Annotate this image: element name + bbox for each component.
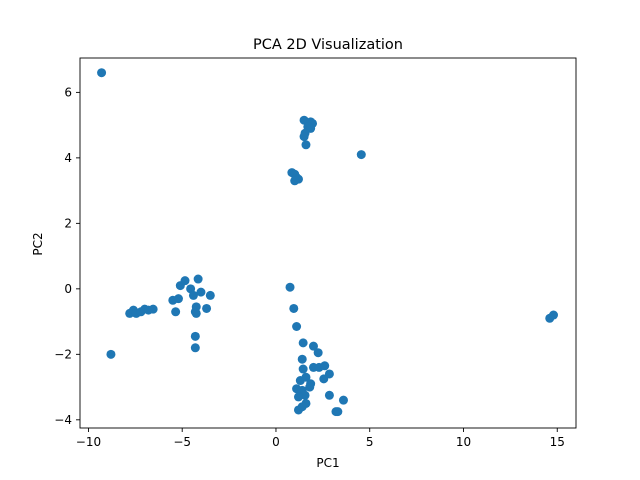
data-point (301, 140, 311, 150)
y-tick-label: −2 (54, 347, 72, 361)
data-point (97, 68, 107, 78)
data-point (290, 176, 300, 186)
data-point (356, 150, 366, 160)
data-point (338, 395, 348, 405)
x-tick-label: 5 (366, 435, 374, 449)
y-tick-label: 0 (64, 282, 72, 296)
data-point (191, 302, 201, 312)
x-tick-label: −5 (173, 435, 191, 449)
chart-title: PCA 2D Visualization (253, 37, 403, 53)
x-tick-label: −10 (76, 435, 101, 449)
data-point (324, 390, 334, 400)
data-point (190, 331, 200, 341)
data-point (313, 348, 323, 358)
data-point (191, 308, 201, 318)
data-point (292, 322, 302, 331)
data-point (188, 290, 198, 300)
y-tick-label: 2 (64, 216, 72, 230)
data-point (333, 407, 343, 417)
data-point (202, 303, 212, 313)
y-tick-label: −4 (54, 413, 72, 427)
data-point (205, 290, 215, 300)
data-point (106, 349, 116, 359)
data-point (298, 364, 308, 374)
data-point (297, 402, 307, 412)
data-point (298, 338, 308, 348)
data-point (297, 354, 307, 364)
data-point (305, 382, 315, 392)
data-point (190, 343, 200, 353)
data-point (293, 392, 303, 402)
data-point (193, 274, 203, 284)
data-point (171, 307, 181, 317)
data-point (148, 304, 158, 314)
data-point (299, 132, 309, 142)
axes-frame (79, 57, 577, 429)
data-point (549, 310, 558, 320)
data-point (196, 287, 206, 297)
data-point (308, 341, 318, 351)
data-point (173, 294, 183, 304)
x-tick-label: 10 (456, 435, 471, 449)
x-tick-label: 15 (550, 435, 565, 449)
data-point (301, 372, 311, 382)
plot-area (97, 68, 558, 417)
axes: −10 −5 0 5 10 15 −4 −2 0 2 4 6 (54, 57, 577, 449)
y-axis-label: PC2 (31, 232, 45, 255)
x-tick-label: 0 (272, 435, 280, 449)
data-point (285, 282, 295, 292)
data-point (289, 303, 299, 313)
data-point (180, 276, 190, 286)
x-axis-label: PC1 (316, 456, 339, 470)
y-tick-label: 6 (64, 85, 72, 99)
data-point (319, 374, 329, 384)
data-point (320, 361, 330, 371)
y-tick-label: 4 (64, 151, 72, 165)
